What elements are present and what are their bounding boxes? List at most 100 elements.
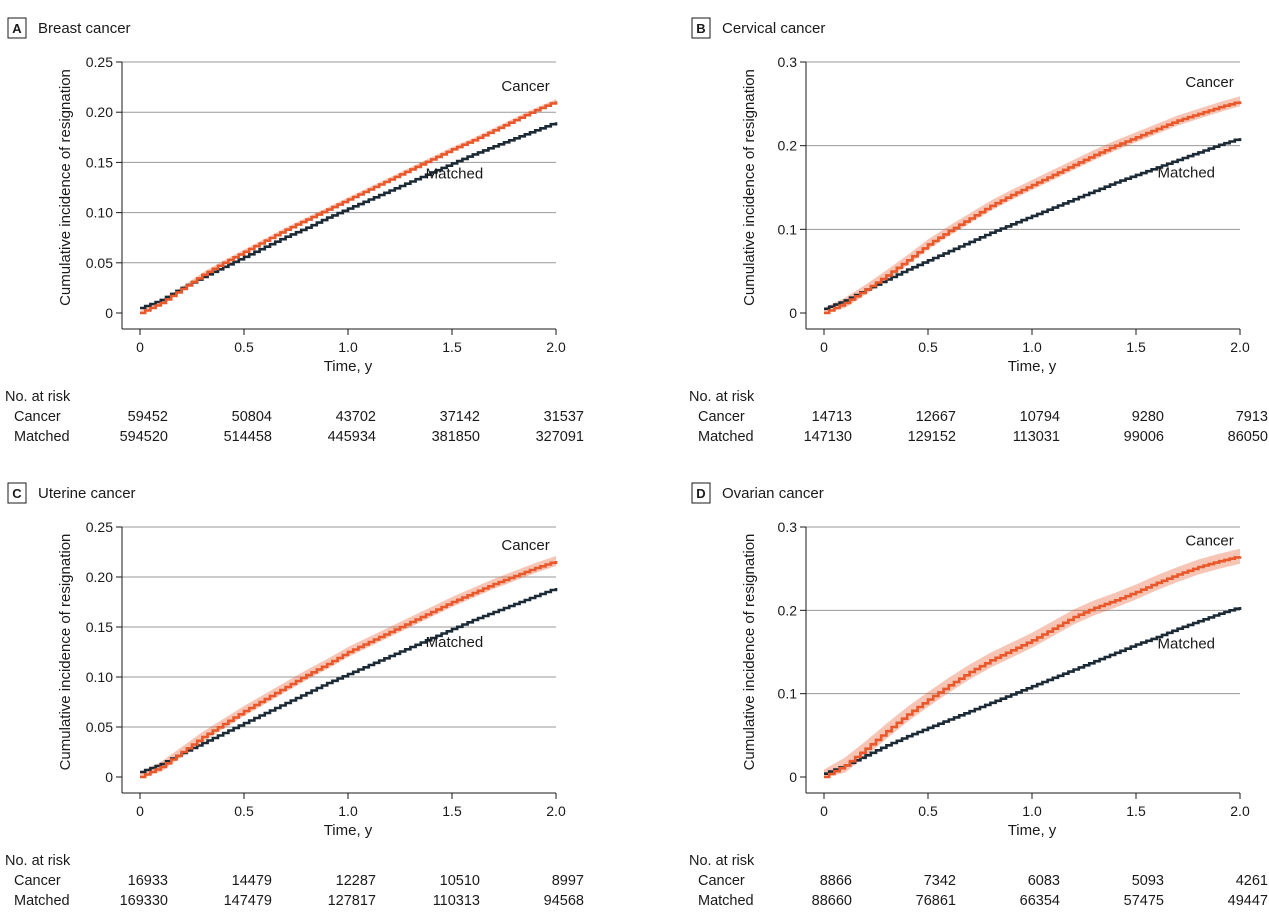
y-tick-label: 0.10 [86, 669, 113, 685]
risk-row-value: 113031 [1013, 429, 1060, 445]
x-tick-label: 0 [136, 803, 144, 819]
risk-row-value: 94568 [544, 893, 584, 909]
curve-label: Cancer [501, 537, 549, 554]
x-tick-label: 2.0 [1230, 803, 1250, 819]
x-tick-label: 2.0 [1230, 339, 1250, 355]
y-axis-label: Cumulative incidence of resignation [741, 69, 758, 306]
y-tick-label: 0.1 [778, 686, 798, 702]
risk-row-label: Cancer [698, 409, 745, 425]
risk-row-value: 16933 [128, 873, 168, 889]
panel-cervical-cancer: B Cervical cancer 0 0.1 0.2 0.3 Cumulative inc… [689, 17, 1268, 445]
x-tick-label: 1.0 [338, 803, 358, 819]
risk-row-value: 12287 [336, 873, 376, 889]
panel-title: Breast cancer [38, 20, 131, 37]
risk-row-value: 327091 [536, 429, 584, 445]
y-tick-label: 0.10 [86, 205, 113, 221]
x-tick-label: 0.5 [918, 339, 938, 355]
risk-row-value: 445934 [328, 429, 376, 445]
risk-row-value: 14479 [232, 873, 272, 889]
panel-title: Uterine cancer [38, 485, 136, 502]
y-tick-label: 0.3 [778, 54, 798, 70]
risk-row-value: 6083 [1028, 873, 1060, 889]
risk-row-value: 129152 [908, 429, 956, 445]
x-tick-label: 1.0 [338, 339, 358, 355]
risk-table-heading: No. at risk [5, 853, 71, 869]
risk-row-value: 37142 [440, 409, 480, 425]
x-tick-label: 0 [820, 803, 828, 819]
panel-letter-box [691, 482, 711, 504]
risk-row-value: 514458 [224, 429, 272, 445]
risk-row-value: 49447 [1228, 893, 1268, 909]
risk-row-value: 127817 [328, 893, 376, 909]
panel-letter-box [7, 17, 27, 39]
risk-table-heading: No. at risk [5, 389, 71, 405]
x-tick-label: 1.5 [1126, 803, 1146, 819]
series-line-matched [140, 588, 558, 774]
risk-row-value: 99006 [1124, 429, 1164, 445]
risk-row-label: Matched [14, 429, 70, 445]
y-tick-label: 0.15 [86, 619, 113, 635]
risk-row-value: 10510 [440, 873, 480, 889]
risk-row-value: 381850 [432, 429, 480, 445]
x-tick-label: 1.0 [1022, 803, 1042, 819]
y-tick-label: 0.2 [778, 138, 798, 154]
y-tick-label: 0 [105, 769, 113, 785]
y-tick-label: 0.25 [86, 519, 113, 535]
risk-row-value: 86050 [1228, 429, 1268, 445]
risk-row-value: 57475 [1124, 893, 1164, 909]
series-line-cancer [824, 101, 1242, 315]
risk-row-label: Matched [698, 893, 754, 909]
series-line-matched [824, 138, 1242, 311]
risk-row-value: 76861 [916, 893, 956, 909]
curve-label: Cancer [1185, 532, 1233, 549]
risk-row-label: Cancer [14, 409, 61, 425]
y-tick-label: 0 [789, 769, 797, 785]
x-tick-label: 1.5 [442, 339, 462, 355]
risk-row-value: 31537 [544, 409, 584, 425]
series-line-cancer [140, 561, 558, 779]
x-tick-label: 2.0 [546, 339, 566, 355]
risk-row-value: 9280 [1132, 409, 1164, 425]
risk-row-value: 12667 [916, 409, 956, 425]
y-axis-label: Cumulative incidence of resignation [57, 534, 74, 771]
risk-row-value: 50804 [232, 409, 272, 425]
panel-breast-cancer: A Breast cancer 0 0.05 0.10 0.15 0.20 0.25 Cumul… [5, 17, 584, 445]
risk-row-value: 7342 [924, 873, 956, 889]
risk-row-value: 59452 [128, 409, 168, 425]
curve-label: Cancer [1185, 74, 1233, 91]
y-axis-label: Cumulative incidence of resignation [57, 69, 74, 306]
y-tick-label: 0 [789, 305, 797, 321]
series-line-matched [140, 122, 558, 310]
panel-title: Ovarian cancer [722, 485, 824, 502]
risk-row-value: 5093 [1132, 873, 1164, 889]
curve-label: Cancer [501, 78, 549, 95]
risk-row-label: Cancer [14, 873, 61, 889]
y-tick-label: 0.20 [86, 104, 113, 120]
risk-row-label: Matched [14, 893, 70, 909]
y-tick-label: 0.1 [778, 221, 798, 237]
panel-ovarian-cancer: D Ovarian cancer 0 0.1 0.2 0.3 Cumulative inci… [689, 482, 1268, 909]
panel-uterine-cancer: C Uterine cancer 0 0.05 0.10 0.15 0.20 0.25 Cumu… [5, 482, 584, 909]
panel-letter-box [7, 482, 27, 504]
risk-row-value: 14713 [812, 409, 852, 425]
y-tick-label: 0.3 [778, 519, 798, 535]
series-line-cancer [140, 101, 558, 315]
x-axis-label: Time, y [1008, 822, 1057, 839]
x-tick-label: 0 [820, 339, 828, 355]
y-tick-label: 0 [105, 305, 113, 321]
panel-letter-box [691, 17, 711, 39]
risk-table-heading: No. at risk [689, 853, 755, 869]
y-tick-label: 0.15 [86, 154, 113, 170]
y-axis-label: Cumulative incidence of resignation [741, 534, 758, 771]
x-axis-label: Time, y [324, 358, 373, 375]
ci-band-cancer [824, 548, 1240, 777]
panel-letter: B [696, 21, 705, 36]
curve-label: Matched [426, 634, 484, 651]
risk-row-value: 66354 [1020, 893, 1060, 909]
risk-row-value: 4261 [1236, 873, 1268, 889]
x-tick-label: 1.0 [1022, 339, 1042, 355]
risk-table-heading: No. at risk [689, 389, 755, 405]
x-tick-label: 0.5 [234, 803, 254, 819]
x-tick-label: 1.5 [442, 803, 462, 819]
